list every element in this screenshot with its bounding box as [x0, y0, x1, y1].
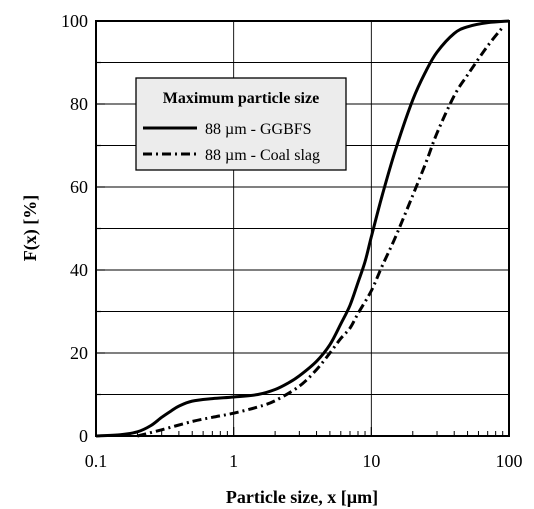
series-line-coal-slag	[137, 26, 504, 438]
legend-title: Maximum particle size	[163, 90, 319, 107]
x-tick-label: 0.1	[85, 451, 108, 471]
x-tick-label: 1	[229, 451, 238, 471]
y-tick-label: 60	[70, 177, 88, 197]
legend-label-ggbfs: 88 µm - GGBFS	[205, 121, 312, 138]
x-axis-title: Particle size, x [µm]	[226, 487, 378, 507]
legend: Maximum particle size 88 µm - GGBFS 88 µ…	[135, 77, 347, 171]
axis-ticks	[95, 61, 504, 436]
tick-labels: 0 20 40 60 80 100 0.1 1 10 100	[61, 11, 523, 471]
y-axis-title: F(x) [%]	[20, 195, 41, 261]
y-tick-label: 20	[70, 343, 88, 363]
legend-label-coal-slag: 88 µm - Coal slag	[205, 147, 320, 164]
y-tick-label: 100	[61, 11, 88, 31]
series-lines	[95, 19, 510, 438]
y-tick-label: 80	[70, 94, 88, 114]
series-line-ggbfs	[95, 19, 510, 438]
x-tick-label: 100	[496, 451, 523, 471]
x-tick-label: 10	[362, 451, 380, 471]
y-tick-label: 40	[70, 260, 88, 280]
y-tick-label: 0	[79, 426, 88, 446]
